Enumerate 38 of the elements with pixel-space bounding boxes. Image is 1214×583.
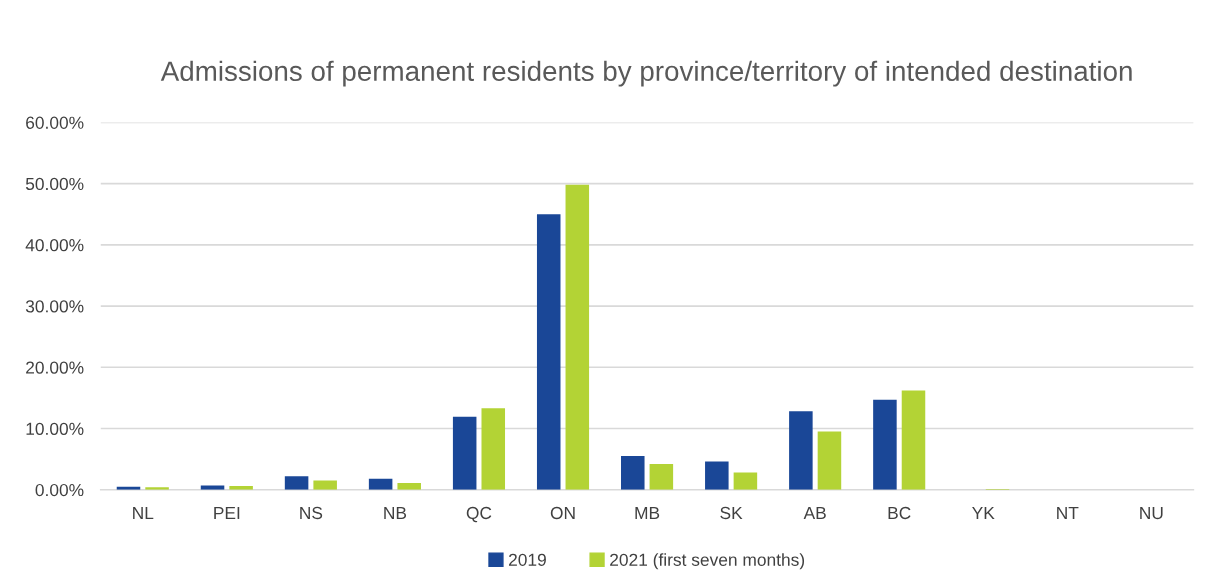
x-tick-label: NS <box>300 506 323 520</box>
y-tick-label: 10.00% <box>26 422 84 435</box>
x-tick-label: NT <box>1057 507 1079 519</box>
y-tick-label: 50.00% <box>25 177 84 191</box>
bar <box>565 184 590 490</box>
x-tick-label: ON <box>550 506 575 520</box>
y-tick-label: 20.00% <box>26 361 84 374</box>
bar <box>901 390 926 490</box>
bar <box>789 411 813 490</box>
bar <box>397 482 421 490</box>
y-tick-label: 40.00% <box>25 239 84 252</box>
bar <box>452 416 477 490</box>
bar <box>705 461 729 490</box>
bar <box>873 399 897 490</box>
y-tick-label: 30.00% <box>25 300 84 313</box>
bar <box>621 456 645 490</box>
bar <box>284 476 309 490</box>
y-tick-label: 60.00% <box>26 116 84 129</box>
x-tick-label: SK <box>720 506 743 520</box>
x-tick-label: QC <box>466 506 492 523</box>
x-tick-label: AB <box>803 507 826 519</box>
legend-label: 2019 <box>508 553 546 566</box>
bar <box>481 408 506 490</box>
x-tick-label: BC <box>888 506 911 520</box>
x-tick-label: NB <box>384 507 407 519</box>
bar <box>733 472 758 490</box>
bar <box>649 464 674 490</box>
bar <box>536 214 561 490</box>
y-tick-label: 0.00% <box>35 483 84 497</box>
x-tick-label: MB <box>635 507 660 519</box>
x-tick-label: NU <box>1140 507 1163 520</box>
bar <box>200 485 225 490</box>
bar <box>817 431 842 490</box>
x-tick-label: NL <box>133 507 154 519</box>
x-tick-label: PEI <box>214 507 240 519</box>
legend-label: 2021 (first seven months) <box>610 553 805 570</box>
x-tick-label: YK <box>972 507 995 519</box>
chart-title: Admissions of permanent residents by province/territory of intended destination <box>160 60 1132 87</box>
